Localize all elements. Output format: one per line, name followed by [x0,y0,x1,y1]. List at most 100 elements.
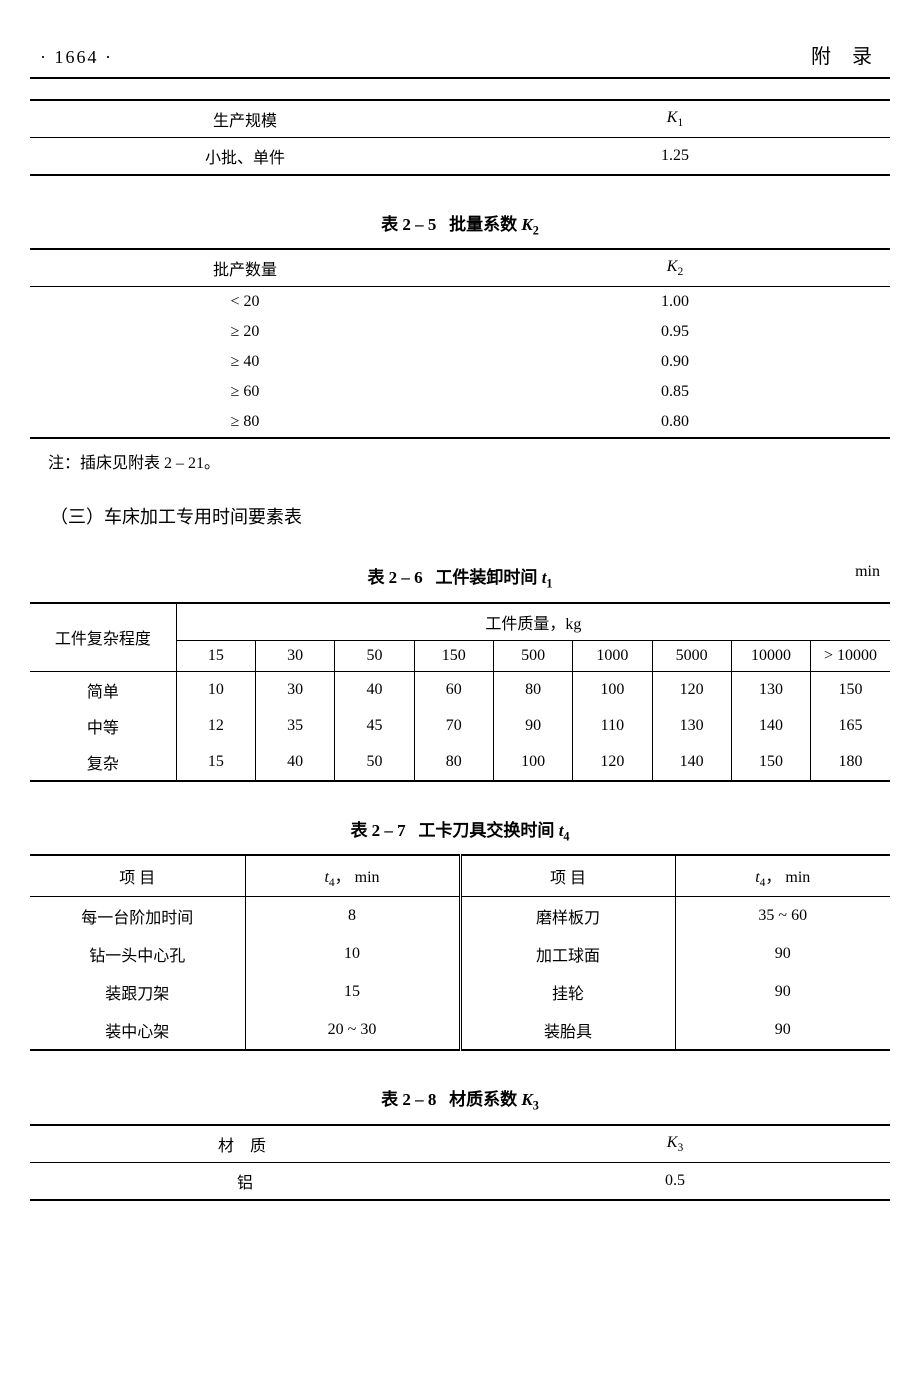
t25-c0: ≥ 80 [30,407,460,438]
t25-text: 批量系数 [449,215,517,234]
t26-cell: 35 [256,708,335,744]
t25-c0: < 20 [30,287,460,318]
appendix-label: 附 录 [811,40,880,69]
t28-h0: 材 质 [30,1125,460,1163]
t27-val-a: 10 [245,935,460,973]
t27-item-a: 装跟刀架 [30,973,245,1011]
table-k1-tail: 生产规模 K1 小批、单件 1.25 [30,99,890,176]
t27-item-b: 挂轮 [460,973,675,1011]
t26-mass-col: 1000 [573,640,652,671]
t27-val-a: 15 [245,973,460,1011]
t26-mass-col: 15 [176,640,255,671]
t27-val-b: 90 [675,1011,890,1050]
t27-h-a: 项 目 [30,855,245,897]
t26-cell: 130 [731,671,810,708]
t26-mass-col: 50 [335,640,414,671]
table-25: 批产数量 K2 < 201.00≥ 200.95≥ 400.90≥ 600.85… [30,248,890,439]
t26-cell: 150 [811,671,890,708]
t26-cell: 30 [256,671,335,708]
t27-h-b: t4， min [245,855,460,897]
t26-cell: 50 [335,744,414,781]
t27-h-d: t4， min [675,855,890,897]
t26-cell: 60 [414,671,493,708]
t27-item-a: 钻一头中心孔 [30,935,245,973]
table-26: 工件复杂程度 工件质量，kg 1530501505001000500010000… [30,602,890,782]
t27-val-a: 8 [245,897,460,936]
t26-cell: 80 [414,744,493,781]
t28-lead: 表 2 – 8 [381,1090,436,1109]
t27-item-b: 装胎具 [460,1011,675,1050]
t26-cell: 120 [652,671,731,708]
t26-cell: 140 [652,744,731,781]
t25-lead: 表 2 – 5 [381,215,436,234]
table28-caption: 表 2 – 8 材质系数 K3 [30,1085,890,1113]
header-rule [30,77,890,79]
t24-cell-scale: 小批、单件 [30,138,460,176]
t24-cell-k1: 1.25 [460,138,890,176]
t27-val-b: 35 ~ 60 [675,897,890,936]
t28-cell-mat: 铝 [30,1162,460,1200]
t28-sym: K [521,1090,532,1109]
t25-sub: 2 [533,223,539,237]
t26-mass-header: 工件质量，kg [176,603,890,641]
t26-cell: 130 [652,708,731,744]
page-number: · 1664 · [40,47,113,68]
t25-c0: ≥ 60 [30,377,460,407]
t27-item-a: 每一台阶加时间 [30,897,245,936]
t26-mass-col: 150 [414,640,493,671]
t26-rowlabel: 中等 [30,708,176,744]
table25-caption: 表 2 – 5 批量系数 K2 [30,210,890,238]
t26-rowlabel: 复杂 [30,744,176,781]
t27-text: 工卡刀具交换时间 [418,821,554,840]
table25-note: 注：插床见附表 2 – 21。 [48,449,890,473]
t28-sub: 3 [533,1099,539,1113]
t25-c1: 0.85 [460,377,890,407]
t27-val-a: 20 ~ 30 [245,1011,460,1050]
t25-c1: 0.90 [460,347,890,377]
t24-header-k1: K1 [460,100,890,138]
t27-h-c: 项 目 [460,855,675,897]
t27-val-b: 90 [675,935,890,973]
t26-cell: 10 [176,671,255,708]
t27-val-b: 90 [675,973,890,1011]
t26-cell: 40 [335,671,414,708]
t26-cell: 40 [256,744,335,781]
t28-text: 材质系数 [449,1090,517,1109]
t27-item-b: 加工球面 [460,935,675,973]
t26-unit: min [855,563,880,581]
t26-mass-col: 500 [493,640,572,671]
section-3-heading: （三）车床加工专用时间要素表 [50,503,890,529]
t26-mass-col: 10000 [731,640,810,671]
t26-cell: 110 [573,708,652,744]
t26-cell: 100 [573,671,652,708]
t27-item-a: 装中心架 [30,1011,245,1050]
t28-cell-k3: 0.5 [460,1162,890,1200]
t26-cell: 80 [493,671,572,708]
table26-caption: 表 2 – 6 工件装卸时间 t1 min [30,563,890,591]
t24-header-scale: 生产规模 [30,100,460,138]
t26-cell: 45 [335,708,414,744]
t26-mass-col: 5000 [652,640,731,671]
table27-caption: 表 2 – 7 工卡刀具交换时间 t4 [30,816,890,844]
t26-cell: 140 [731,708,810,744]
page-header: · 1664 · 附 录 [30,40,890,69]
t27-sub: 4 [563,829,569,843]
t26-sub: 1 [546,577,552,591]
t25-c1: 0.95 [460,317,890,347]
t26-rowlabel: 简单 [30,671,176,708]
t25-c0: ≥ 20 [30,317,460,347]
t26-cell: 15 [176,744,255,781]
t25-c1: 0.80 [460,407,890,438]
t25-h1: K2 [460,249,890,287]
t25-c1: 1.00 [460,287,890,318]
table-27: 项 目 t4， min 项 目 t4， min 每一台阶加时间8磨样板刀35 ~… [30,854,890,1051]
t25-c0: ≥ 40 [30,347,460,377]
t26-lead: 表 2 – 6 [367,568,422,587]
t26-cell: 180 [811,744,890,781]
table-28: 材 质 K3 铝 0.5 [30,1124,890,1201]
t26-mass-col: > 10000 [811,640,890,671]
t26-cell: 90 [493,708,572,744]
t26-cell: 70 [414,708,493,744]
t28-h1: K3 [460,1125,890,1163]
t26-cell: 12 [176,708,255,744]
